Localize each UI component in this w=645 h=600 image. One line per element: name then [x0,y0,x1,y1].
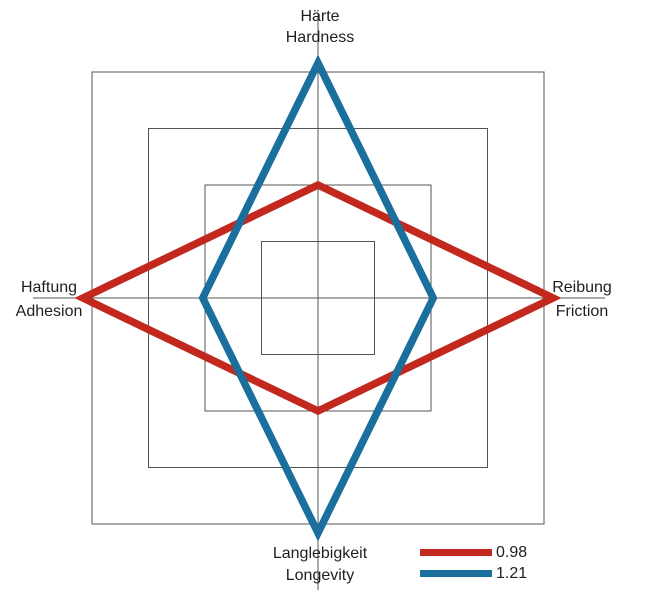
legend-item-red-series: 0.98 [420,542,527,563]
axis-label-de: Haftung [20,279,78,296]
legend-label: 0.98 [496,544,528,561]
legend-item-blue-series: 1.21 [420,563,527,584]
series-polygon-0.98 [74,180,562,416]
axis-label-de: Langlebigkeit [272,545,368,562]
legend: 0.98 1.21 [420,542,527,584]
axis-label-en: Longevity [285,567,355,584]
axis-label-haftung-adhesion: Haftung Adhesion [12,276,86,324]
series-polygon-1.21 [198,54,438,542]
axis-label-en: Hardness [285,29,355,46]
axis-label-en: Adhesion [15,303,83,320]
legend-label: 1.21 [496,565,528,582]
legend-swatch-blue [420,570,492,577]
axis-label-de: Reibung [552,279,612,296]
axis-label-haerte-hardness: Härte Hardness [220,6,420,48]
axis-label-de: Härte [300,8,340,25]
axis-label-en: Friction [555,303,609,320]
axis-label-langlebigkeit-longevity: Langlebigkeit Longevity [220,543,420,587]
legend-swatch-red [420,549,492,556]
axis-label-reibung-friction: Reibung Friction [552,276,612,324]
